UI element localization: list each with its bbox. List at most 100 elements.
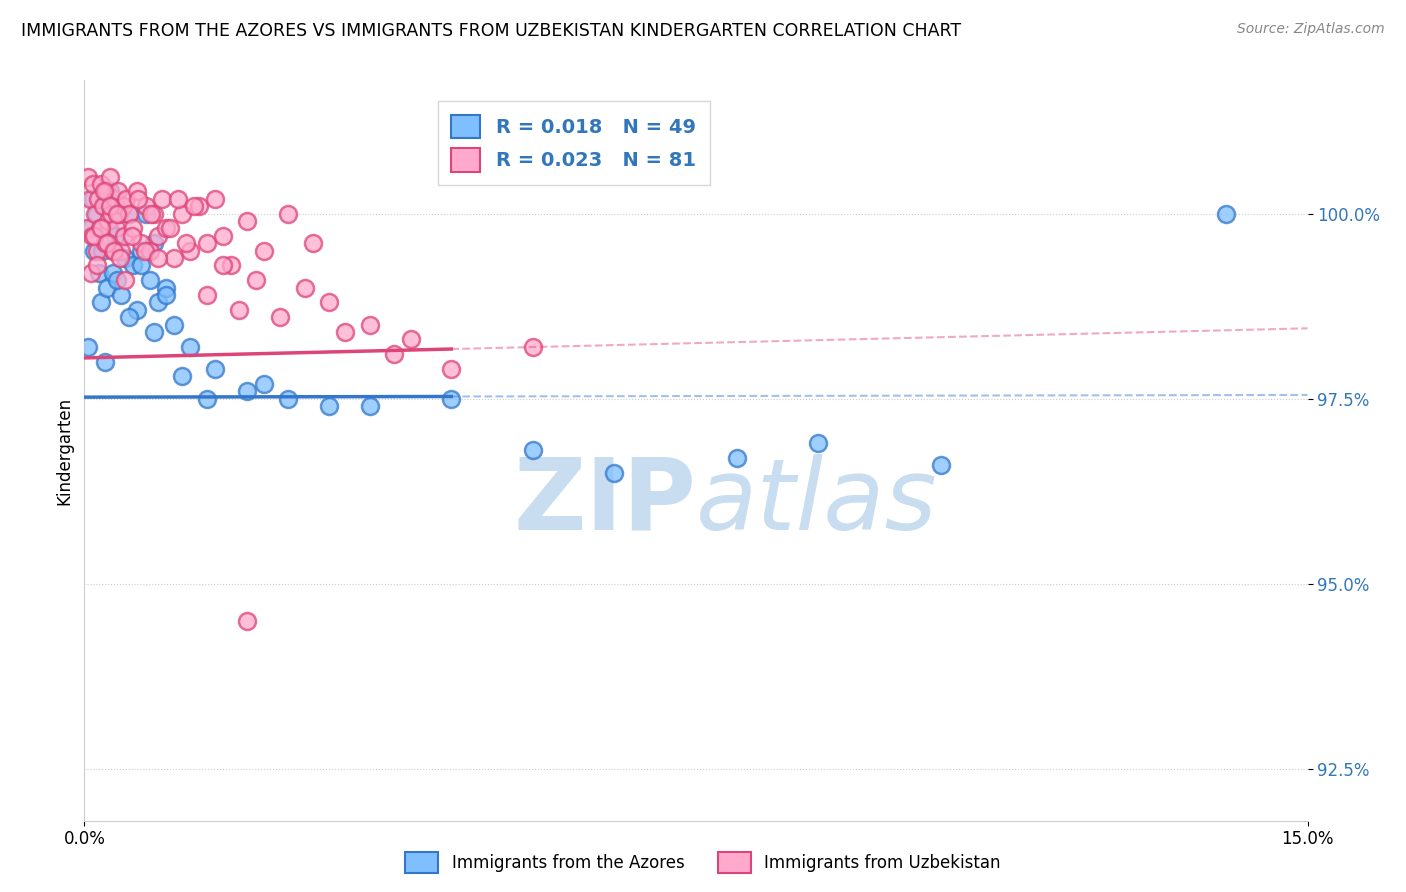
Point: [141, 206, 163, 220]
Point: [131, 236, 153, 251]
Point: [97, 221, 120, 235]
Point: [603, 466, 626, 480]
Point: [77, 169, 100, 184]
Point: [127, 302, 149, 317]
Point: [440, 392, 463, 406]
Point: [301, 236, 323, 251]
Point: [83, 228, 105, 243]
Point: [135, 199, 157, 213]
Point: [335, 325, 357, 339]
Point: [87, 192, 110, 206]
Point: [277, 392, 299, 406]
Point: [90, 177, 112, 191]
Point: [236, 384, 259, 399]
Point: [82, 192, 104, 206]
Legend: Immigrants from the Azores, Immigrants from Uzbekistan: Immigrants from the Azores, Immigrants f…: [398, 846, 1008, 880]
Point: [146, 251, 169, 265]
Point: [118, 206, 141, 220]
Point: [100, 184, 122, 198]
Point: [150, 192, 173, 206]
Point: [107, 184, 129, 198]
Point: [142, 325, 165, 339]
Point: [1215, 206, 1237, 220]
Point: [318, 295, 340, 310]
Point: [101, 266, 124, 280]
Point: [84, 206, 107, 220]
Point: [122, 221, 145, 235]
Point: [127, 192, 149, 206]
Point: [163, 251, 186, 265]
Point: [100, 199, 122, 213]
Point: [105, 273, 128, 287]
Point: [115, 192, 138, 206]
Point: [105, 221, 128, 235]
Point: [167, 192, 190, 206]
Point: [179, 244, 201, 258]
Point: [359, 318, 381, 332]
Point: [159, 221, 181, 235]
Point: [142, 206, 165, 220]
Point: [155, 288, 177, 302]
Point: [93, 354, 115, 368]
Point: [359, 399, 381, 413]
Point: [98, 169, 121, 184]
Point: [108, 206, 131, 220]
Point: [122, 258, 145, 272]
Point: [90, 295, 112, 310]
Point: [135, 206, 157, 220]
Point: [105, 199, 128, 213]
Point: [105, 206, 128, 220]
Point: [80, 228, 103, 243]
Point: [212, 228, 235, 243]
Point: [86, 258, 108, 272]
Point: [118, 310, 141, 325]
Text: atlas: atlas: [696, 454, 938, 550]
Point: [80, 266, 103, 280]
Legend: R = 0.018   N = 49, R = 0.023   N = 81: R = 0.018 N = 49, R = 0.023 N = 81: [437, 101, 710, 186]
Point: [142, 236, 165, 251]
Point: [195, 288, 218, 302]
Point: [80, 221, 103, 235]
Point: [146, 228, 169, 243]
Point: [110, 288, 132, 302]
Point: [100, 206, 122, 220]
Point: [294, 280, 316, 294]
Text: ZIP: ZIP: [513, 454, 696, 550]
Text: IMMIGRANTS FROM THE AZORES VS IMMIGRANTS FROM UZBEKISTAN KINDERGARTEN CORRELATIO: IMMIGRANTS FROM THE AZORES VS IMMIGRANTS…: [21, 22, 962, 40]
Point: [138, 273, 160, 287]
Point: [82, 177, 104, 191]
Point: [522, 340, 544, 354]
Point: [187, 199, 209, 213]
Point: [97, 214, 120, 228]
Point: [253, 244, 276, 258]
Point: [110, 251, 132, 265]
Point: [127, 184, 149, 198]
Point: [183, 199, 205, 213]
Point: [277, 206, 299, 220]
Point: [96, 280, 118, 294]
Point: [110, 244, 132, 258]
Point: [212, 258, 235, 272]
Point: [195, 236, 218, 251]
Point: [163, 318, 186, 332]
Point: [93, 184, 115, 198]
Text: Source: ZipAtlas.com: Source: ZipAtlas.com: [1237, 22, 1385, 37]
Point: [86, 244, 108, 258]
Point: [399, 332, 422, 346]
Point: [111, 199, 134, 213]
Point: [114, 273, 136, 287]
Point: [112, 228, 135, 243]
Point: [179, 340, 201, 354]
Point: [90, 221, 112, 235]
Point: [269, 310, 291, 325]
Point: [96, 184, 118, 198]
Point: [91, 199, 114, 213]
Point: [204, 192, 226, 206]
Point: [204, 362, 226, 376]
Y-axis label: Kindergarten: Kindergarten: [55, 396, 73, 505]
Point: [77, 340, 100, 354]
Point: [807, 436, 830, 450]
Point: [236, 614, 259, 628]
Point: [219, 258, 242, 272]
Point: [929, 458, 952, 473]
